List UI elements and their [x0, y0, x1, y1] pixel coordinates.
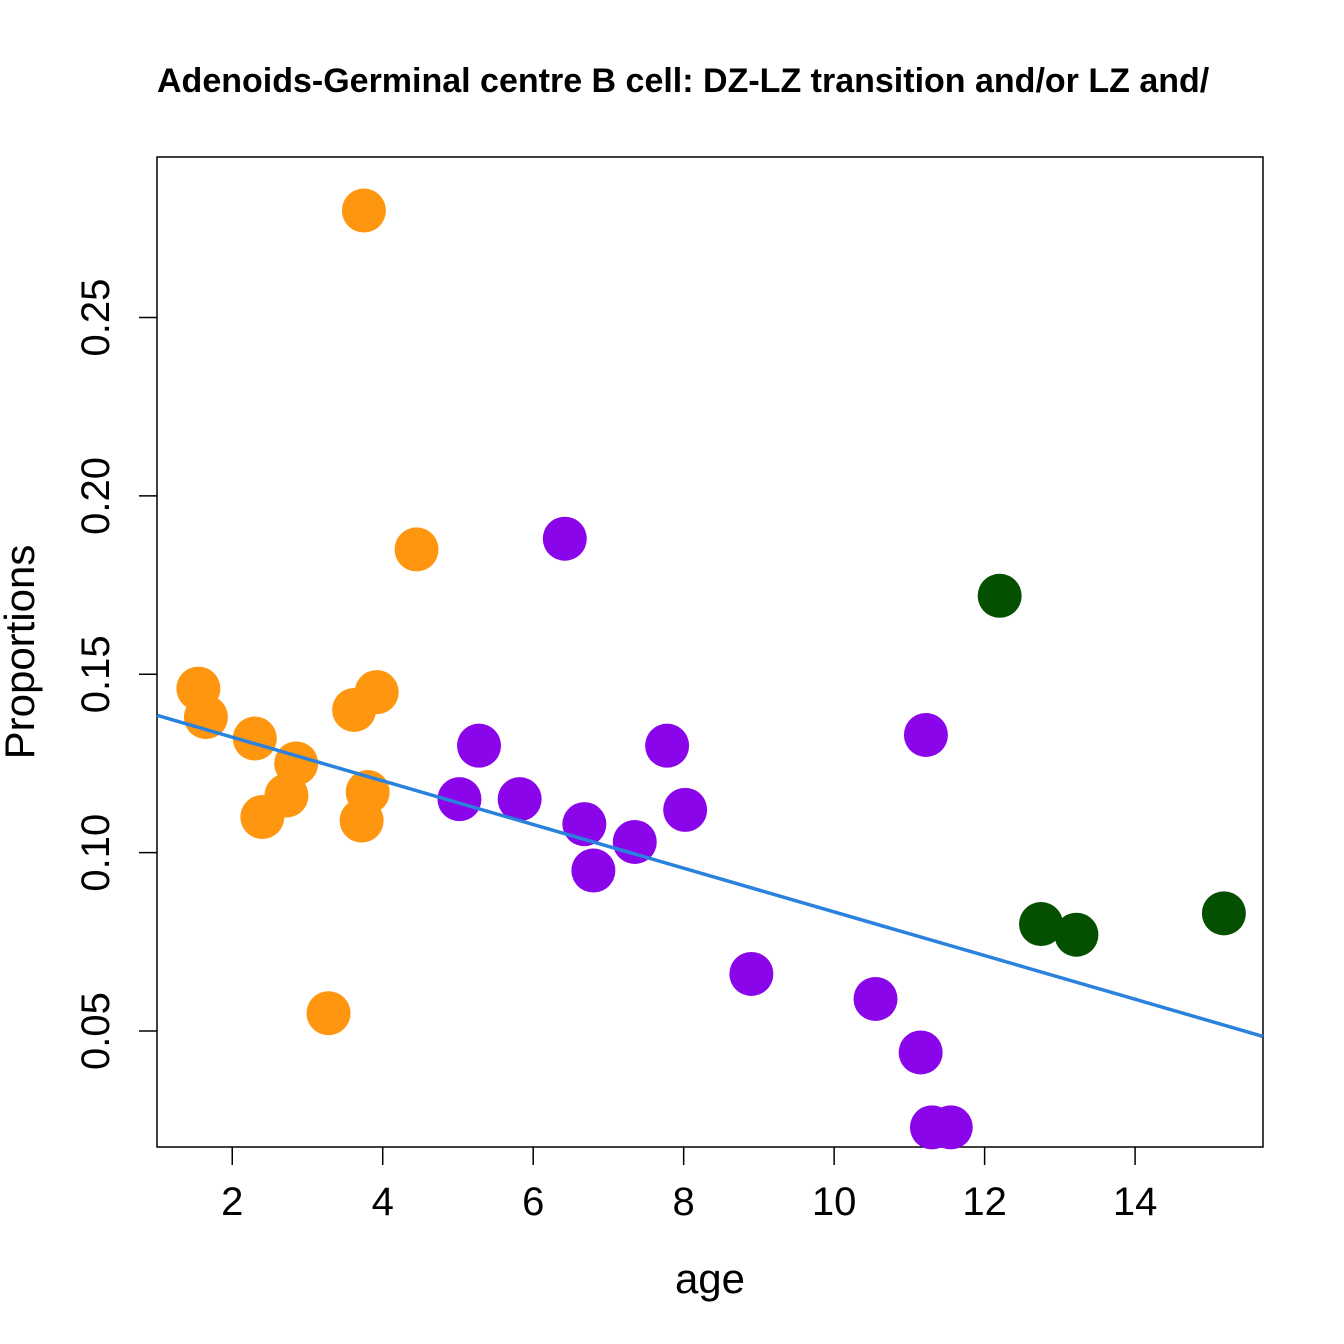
- data-point-group-purple: [457, 723, 502, 768]
- data-point-group-green: [1019, 902, 1064, 947]
- x-tick-label: 4: [372, 1180, 394, 1224]
- y-tick-label: 0.05: [74, 992, 118, 1070]
- y-tick-label: 0.10: [74, 814, 118, 892]
- y-tick-label: 0.20: [74, 457, 118, 535]
- data-point-group-orange: [341, 188, 386, 233]
- data-point-group-green: [1201, 891, 1246, 936]
- trend-line-group: [156, 713, 1264, 1039]
- x-tick-label: 2: [221, 1180, 243, 1224]
- data-point-group-purple: [898, 1030, 943, 1075]
- data-point-group-purple: [571, 848, 616, 893]
- data-point-group-purple: [663, 787, 708, 832]
- data-point-group-purple: [903, 712, 948, 757]
- data-point-group-orange: [240, 795, 285, 839]
- data-point-group-green: [1054, 912, 1099, 957]
- data-point-group-orange: [332, 687, 377, 732]
- y-axis-label: Proportions: [0, 545, 43, 760]
- y-axis: 0.05 0.10 0.15 0.20 0.25: [74, 279, 157, 1070]
- x-axis-label: age: [675, 1255, 745, 1302]
- data-point-group-orange: [339, 798, 384, 843]
- data-point-group-purple: [612, 819, 657, 864]
- data-point-group-purple: [542, 516, 587, 561]
- x-tick-label: 12: [962, 1180, 1007, 1224]
- x-tick-label: 14: [1113, 1180, 1158, 1224]
- data-point-group-purple: [645, 723, 690, 768]
- chart-title: Adenoids-Germinal centre B cell: DZ-LZ t…: [157, 62, 1210, 100]
- x-axis: 2 4 6 8 10 12 14: [221, 1147, 1157, 1224]
- plot-frame: [156, 156, 1264, 1148]
- y-tick-label: 0.25: [74, 279, 118, 357]
- x-tick-label: 6: [522, 1180, 544, 1224]
- data-point-group-orange: [306, 991, 351, 1036]
- data-point-group-purple: [497, 777, 542, 822]
- x-tick-label: 8: [673, 1180, 695, 1224]
- data-point-group-purple: [853, 976, 898, 1021]
- y-tick-label: 0.15: [74, 635, 118, 713]
- data-point-group-purple: [729, 951, 774, 996]
- trend-line: [156, 713, 1264, 1039]
- data-point-group-green: [977, 573, 1022, 618]
- data-point-group-orange: [232, 716, 277, 761]
- data-point-group-purple: [437, 777, 482, 822]
- data-point-group-purple: [928, 1105, 973, 1150]
- data-points: [176, 188, 1246, 1150]
- data-point-group-orange: [394, 527, 439, 572]
- x-tick-label: 10: [812, 1180, 857, 1224]
